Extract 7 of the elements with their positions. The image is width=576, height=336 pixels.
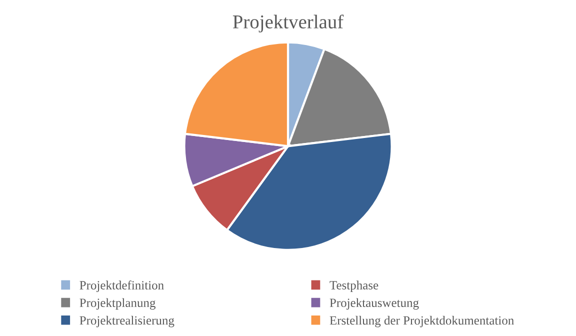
legend-label: Projektplanung bbox=[80, 298, 156, 310]
chart-title: Projektverlauf bbox=[232, 14, 344, 32]
legend-label: Projektauswetung bbox=[330, 298, 419, 310]
legend-label: Projektrealisierung bbox=[80, 316, 174, 328]
legend-label: Projektdefinition bbox=[80, 280, 164, 292]
legend-label: Erstellung der Projektdokumentation bbox=[330, 316, 514, 328]
legend-label: Testphase bbox=[330, 280, 378, 292]
